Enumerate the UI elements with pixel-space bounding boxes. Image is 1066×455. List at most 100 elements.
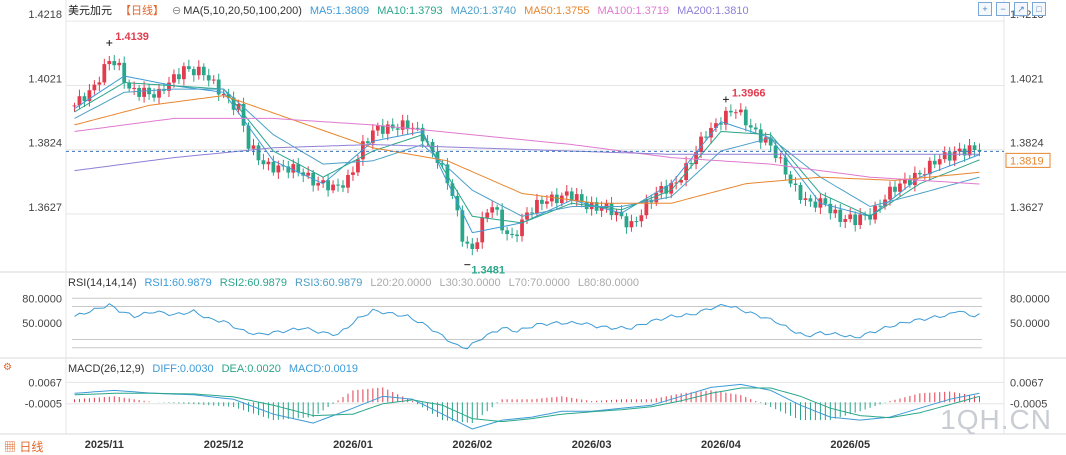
macd-tick-label-left: 0.0067 (28, 377, 62, 389)
high-annotation: 1.4139 (115, 31, 149, 43)
candle-body (634, 221, 639, 223)
candle-body (917, 172, 922, 175)
candle-body (117, 62, 122, 66)
candle-body (505, 230, 509, 234)
candle-body (639, 215, 644, 222)
rsi-legend: RSI(14,14,14) RSI1:60.9879 RSI2:60.9879 RSI… (68, 276, 655, 290)
candle-body (684, 163, 689, 181)
expand-icon[interactable]: ↗ (1014, 2, 1028, 16)
candle-body (564, 191, 569, 196)
candle-body (475, 242, 480, 249)
candle-body (132, 87, 137, 89)
macd-legend-item-1: DEA:0.0020 (221, 363, 281, 375)
candle-body (843, 219, 848, 222)
rsi-tick-label-right: 50.0000 (1010, 318, 1050, 330)
candle-body (530, 212, 534, 214)
candle-body (549, 194, 554, 202)
candle-body (798, 184, 803, 200)
price-tick-label-left: 1.4218 (28, 9, 62, 21)
candle-body (569, 191, 574, 201)
candle-body (331, 184, 335, 191)
candle-body (152, 94, 156, 98)
fullscreen-icon[interactable]: □ (1032, 2, 1046, 16)
price-tick-label-right: 1.3627 (1010, 202, 1044, 214)
candle-body (674, 182, 679, 184)
panel-menu-icon[interactable]: ⚙ (3, 362, 12, 373)
rsi-tick-label-right: 80.0000 (1010, 293, 1050, 305)
price-tick-label-right: 1.3824 (1010, 138, 1044, 150)
candle-body (127, 82, 132, 89)
price-tick-label-right: 1.4021 (1010, 73, 1044, 85)
candle-body (341, 185, 345, 188)
candle-body (898, 183, 902, 192)
candle-body (803, 198, 808, 200)
period-tag[interactable]: 【日线】 (120, 5, 164, 17)
x-tick-label: 2025/12 (204, 439, 244, 451)
x-tick-label: 2026/04 (701, 439, 742, 451)
price-tick-label-left: 1.3627 (28, 202, 62, 214)
settings-icon[interactable]: ⊖ (172, 5, 182, 17)
candle-body (733, 112, 738, 114)
candle-body (704, 136, 708, 138)
candle-body (266, 161, 271, 165)
ma-legend-item-0: MA5:1.3809 (309, 5, 370, 17)
macd-label: MACD(26,12,9) (68, 363, 145, 375)
candle-body (400, 120, 405, 130)
candle-body (778, 157, 783, 159)
candle-body (216, 79, 221, 95)
period-switch-button[interactable]: ▦ 日线 (4, 438, 43, 455)
price-tick-label-left: 1.3824 (28, 138, 62, 150)
candle-body (728, 110, 733, 113)
candle-body (833, 209, 838, 214)
candle-body (554, 194, 559, 204)
zoom-in-icon[interactable]: + (978, 2, 992, 16)
candle-body (957, 148, 962, 152)
candle-body (375, 125, 380, 131)
candle-body (888, 186, 892, 200)
candle-body (92, 84, 97, 91)
candle-body (405, 120, 410, 130)
candle-body (604, 203, 609, 208)
candle-body (614, 211, 619, 216)
candle-body (181, 66, 186, 80)
current-price-label: 1.3819 (1010, 155, 1044, 167)
candle-body (753, 127, 758, 130)
x-tick-label: 2026/01 (333, 439, 373, 451)
candle-body (609, 203, 614, 216)
ma-legend-item-2: MA20:1.3740 (450, 5, 517, 17)
candle-body (122, 62, 127, 83)
candle-body (947, 152, 952, 161)
macd-legend: MACD(26,12,9) DIFF:0.0030 DEA:0.0020 MACD:0… (68, 362, 374, 376)
watermark: 1QH.CN (940, 404, 1052, 435)
rsi-tick-label-left: 50.0000 (22, 318, 62, 330)
candle-body (276, 165, 281, 173)
rsi-legend-item-6: L80:80.0000 (577, 277, 640, 289)
candle-body (186, 66, 191, 70)
candle-body (977, 149, 982, 152)
candle-body (828, 203, 833, 214)
candle-body (102, 64, 107, 83)
zoom-out-icon[interactable]: − (996, 2, 1010, 16)
candle-body (813, 201, 818, 208)
candle-body (654, 192, 659, 203)
toolbar-icons: + − ↗ □ (978, 2, 1046, 16)
ma-legend-item-4: MA100:1.3719 (597, 5, 670, 17)
candle-body (221, 93, 226, 95)
candle-body (365, 141, 370, 144)
ma-line-ma100 (74, 117, 980, 185)
candle-body (788, 174, 793, 184)
candle-body (351, 172, 355, 175)
candle-body (465, 241, 470, 244)
candle-body (719, 123, 723, 125)
candle-body (490, 207, 495, 213)
chart-title: 美元加元 (68, 5, 112, 17)
current-price-tag (1005, 152, 1051, 168)
candle-body (380, 125, 385, 134)
x-tick-label: 2026/05 (830, 439, 870, 451)
candle-body (525, 212, 529, 220)
candle-body (694, 151, 698, 165)
candle-body (236, 103, 241, 110)
candle-body (893, 186, 897, 192)
rsi-values: RSI1:60.9879 RSI2:60.9879 RSI3:60.9879 L20:… (144, 277, 647, 289)
